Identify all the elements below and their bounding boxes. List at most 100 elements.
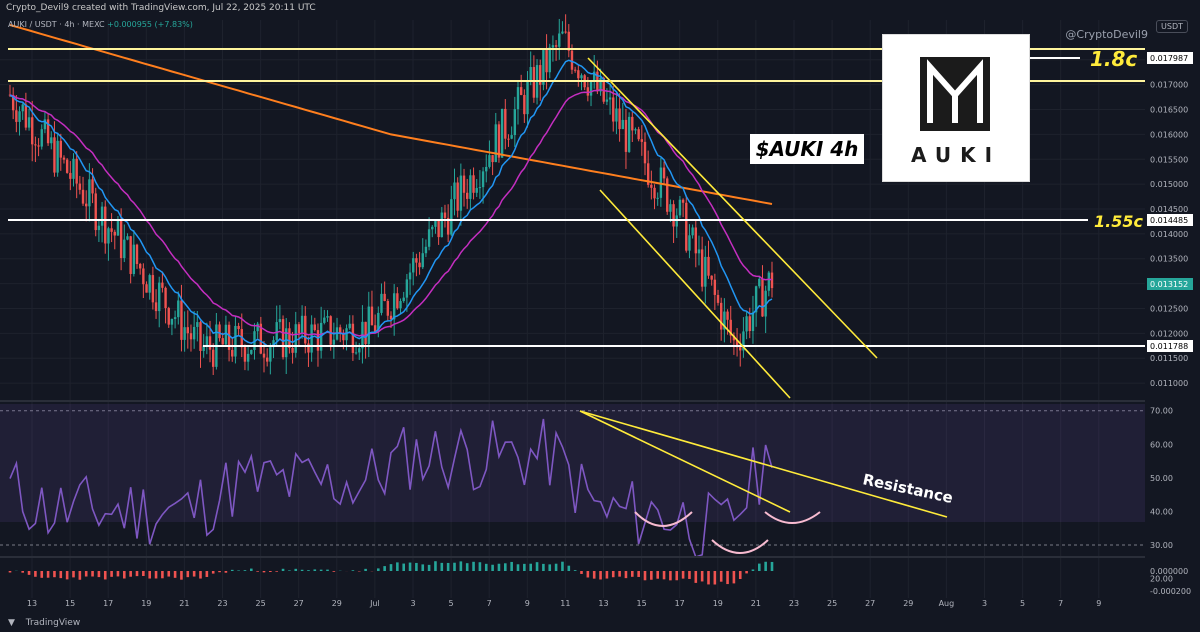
price-tick: 0.016000 xyxy=(1150,130,1188,139)
candle-body xyxy=(354,352,358,354)
macd-bar xyxy=(542,563,545,571)
macd-bar xyxy=(59,571,63,579)
candle-body xyxy=(189,333,193,340)
label-current-bg xyxy=(1147,278,1193,290)
candle-body xyxy=(399,301,402,309)
candle-body xyxy=(491,155,494,163)
candle-body xyxy=(218,324,221,339)
macd-bar xyxy=(643,571,647,581)
macd-bar xyxy=(313,569,317,571)
candle-body xyxy=(288,328,291,348)
candle-body xyxy=(554,45,558,47)
macd-bar xyxy=(656,571,659,579)
rsi-low-arc-2 xyxy=(711,539,769,554)
candle-body xyxy=(688,235,691,251)
time-tick: 7 xyxy=(487,599,492,608)
macd-bar xyxy=(256,571,259,572)
macd-bar xyxy=(243,570,247,571)
candle-body xyxy=(69,172,72,179)
candle-body xyxy=(694,227,697,254)
candle-body xyxy=(192,326,196,340)
currency-button[interactable]: USDT xyxy=(1156,20,1188,33)
macd-bar xyxy=(484,563,488,571)
candle-body xyxy=(304,315,307,344)
auki-logo: AUKI xyxy=(882,34,1030,182)
price-tick: 0.016500 xyxy=(1150,106,1188,115)
macd-bar xyxy=(561,561,564,571)
candle-body xyxy=(729,319,732,336)
macd-bar xyxy=(269,571,272,572)
label-support-bg xyxy=(1147,340,1193,352)
macd-bar xyxy=(173,571,177,578)
ema-fast-line xyxy=(9,59,773,347)
candle-body xyxy=(672,204,675,227)
candle-body xyxy=(548,47,551,73)
candle-body xyxy=(59,140,62,158)
candle-body xyxy=(666,178,669,212)
candle-body xyxy=(396,293,399,309)
candle-body xyxy=(450,199,453,235)
macd-bar xyxy=(27,571,31,575)
macd-bar xyxy=(738,571,742,580)
price-tick: 0.017000 xyxy=(1150,81,1188,90)
macd-bar xyxy=(396,562,399,571)
candle-body xyxy=(466,192,469,199)
macd-bar xyxy=(21,571,24,573)
candle-body xyxy=(631,116,634,131)
candle-body xyxy=(739,347,742,351)
candle-body xyxy=(269,347,272,362)
candle-body xyxy=(551,45,555,48)
time-tick: 19 xyxy=(713,599,723,608)
macd-bar xyxy=(161,571,164,579)
candle-body xyxy=(40,129,43,147)
macd-bar xyxy=(573,570,577,571)
candle-body xyxy=(446,217,450,235)
candle-body xyxy=(532,67,536,98)
candle-body xyxy=(135,244,139,264)
macd-bar xyxy=(78,571,82,580)
macd-bar xyxy=(8,571,12,573)
candle-body xyxy=(21,104,24,112)
candle-body xyxy=(507,138,510,140)
macd-bar xyxy=(294,568,298,571)
candle-body xyxy=(94,193,97,231)
rsi-tick: 40.00 xyxy=(1150,507,1173,516)
candle-body xyxy=(392,293,396,320)
macd-bar xyxy=(580,571,583,574)
candle-body xyxy=(720,302,723,330)
rsi-resistance-line-1 xyxy=(579,410,948,518)
time-tick: Aug xyxy=(939,599,955,608)
chart-title: $AUKI 4h xyxy=(750,134,864,164)
candle-body xyxy=(726,311,729,320)
macd-bar xyxy=(53,571,56,578)
time-tick: 21 xyxy=(751,599,761,608)
candle-body xyxy=(615,108,618,122)
macd-bar xyxy=(142,571,145,576)
time-tick: 13 xyxy=(598,599,608,608)
candle-body xyxy=(431,226,434,230)
macd-bar xyxy=(129,571,132,577)
macd-bar xyxy=(211,571,215,574)
candle-body xyxy=(297,324,301,334)
candle-body xyxy=(653,187,656,199)
candle-body xyxy=(421,253,424,268)
candle-body xyxy=(62,157,66,160)
macd-bar xyxy=(180,571,183,580)
candle-body xyxy=(640,139,644,142)
candle-body xyxy=(700,249,704,287)
macd-bar xyxy=(631,571,634,577)
candle-body xyxy=(383,293,386,302)
candle-body xyxy=(126,236,129,240)
candle-body xyxy=(545,48,548,73)
macd-bar xyxy=(415,562,418,571)
macd-bar xyxy=(123,571,126,579)
candle-body xyxy=(691,227,694,236)
logo-wordmark: AUKI xyxy=(910,143,1002,167)
candle-body xyxy=(513,109,517,136)
label-support: 0.011788 xyxy=(1150,342,1188,351)
auki-logo-mark xyxy=(920,57,990,131)
candle-body xyxy=(497,124,501,158)
candle-body xyxy=(345,328,348,341)
rsi-tick: 50.00 xyxy=(1150,474,1173,483)
